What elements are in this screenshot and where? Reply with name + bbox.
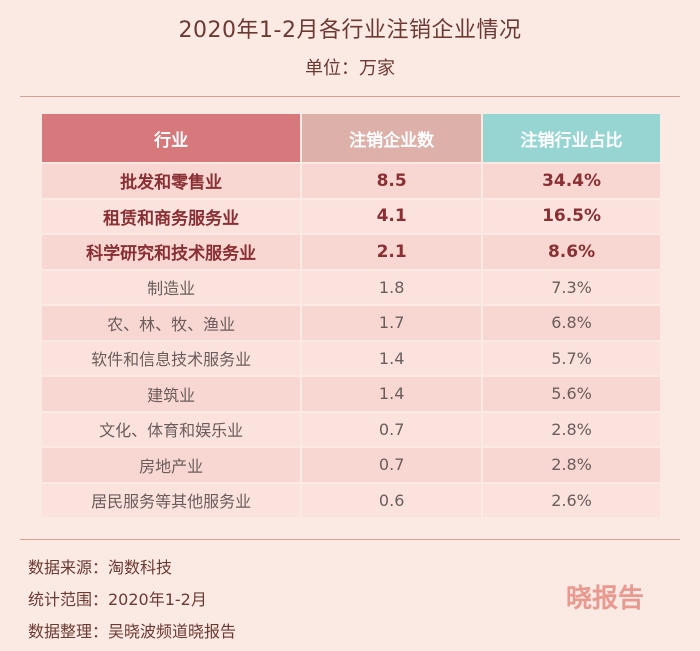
table-row: 租赁和商务服务业 4.1 16.5% xyxy=(42,199,660,233)
industry-cell: 文化、体育和娱乐业 xyxy=(42,412,301,446)
table-row: 软件和信息技术服务业 1.4 5.7% xyxy=(42,341,660,375)
share-cell: 6.8% xyxy=(483,306,660,340)
count-cell: 4.1 xyxy=(302,199,482,233)
brand-watermark: 晓报告 xyxy=(566,584,645,614)
compiled-by-note: 数据整理：吴晓波频道晓报告 xyxy=(28,622,237,641)
table-row: 文化、体育和娱乐业 0.7 2.8% xyxy=(42,412,660,446)
industry-cell: 农、林、牧、渔业 xyxy=(42,306,301,340)
count-cell: 0.7 xyxy=(302,412,482,446)
unit-subtitle: 单位：万家 xyxy=(305,58,395,79)
count-cell: 1.4 xyxy=(302,377,482,411)
count-cell: 8.5 xyxy=(302,164,482,198)
header-share: 注销行业占比 xyxy=(483,114,660,162)
share-cell: 7.3% xyxy=(483,270,660,304)
count-cell: 0.7 xyxy=(302,448,482,482)
table-row: 科学研究和技术服务业 2.1 8.6% xyxy=(42,235,660,269)
industry-cell: 批发和零售业 xyxy=(42,164,301,198)
count-cell: 2.1 xyxy=(302,235,482,269)
count-cell: 1.7 xyxy=(302,306,482,340)
header-count: 注销企业数 xyxy=(302,114,482,162)
industry-cell: 建筑业 xyxy=(42,377,301,411)
share-cell: 2.6% xyxy=(483,483,660,517)
header-industry: 行业 xyxy=(42,114,301,162)
industry-cell: 制造业 xyxy=(42,270,301,304)
industry-table-container: 行业 注销企业数 注销行业占比 批发和零售业 8.5 34.4% 租赁和商务服务… xyxy=(40,112,662,519)
top-divider xyxy=(20,96,680,97)
count-cell: 0.6 xyxy=(302,483,482,517)
table-row: 房地产业 0.7 2.8% xyxy=(42,448,660,482)
industry-cell: 租赁和商务服务业 xyxy=(42,199,301,233)
share-cell: 2.8% xyxy=(483,412,660,446)
share-cell: 16.5% xyxy=(483,199,660,233)
data-source-note: 数据来源：淘数科技 xyxy=(28,558,173,577)
share-cell: 5.6% xyxy=(483,377,660,411)
count-cell: 1.8 xyxy=(302,270,482,304)
industry-cell: 软件和信息技术服务业 xyxy=(42,341,301,375)
industry-cell: 科学研究和技术服务业 xyxy=(42,235,301,269)
table-row: 批发和零售业 8.5 34.4% xyxy=(42,164,660,198)
share-cell: 2.8% xyxy=(483,448,660,482)
bottom-divider xyxy=(20,539,680,540)
page-title: 2020年1-2月各行业注销企业情况 xyxy=(178,18,522,43)
count-cell: 1.4 xyxy=(302,341,482,375)
industry-cell: 居民服务等其他服务业 xyxy=(42,483,301,517)
industry-table: 行业 注销企业数 注销行业占比 批发和零售业 8.5 34.4% 租赁和商务服务… xyxy=(40,112,662,519)
share-cell: 8.6% xyxy=(483,235,660,269)
table-row: 农、林、牧、渔业 1.7 6.8% xyxy=(42,306,660,340)
table-row: 制造业 1.8 7.3% xyxy=(42,270,660,304)
table-row: 居民服务等其他服务业 0.6 2.6% xyxy=(42,483,660,517)
industry-cell: 房地产业 xyxy=(42,448,301,482)
table-header-row: 行业 注销企业数 注销行业占比 xyxy=(42,114,660,162)
share-cell: 34.4% xyxy=(483,164,660,198)
share-cell: 5.7% xyxy=(483,341,660,375)
stat-range-note: 统计范围：2020年1-2月 xyxy=(28,590,207,609)
table-row: 建筑业 1.4 5.6% xyxy=(42,377,660,411)
